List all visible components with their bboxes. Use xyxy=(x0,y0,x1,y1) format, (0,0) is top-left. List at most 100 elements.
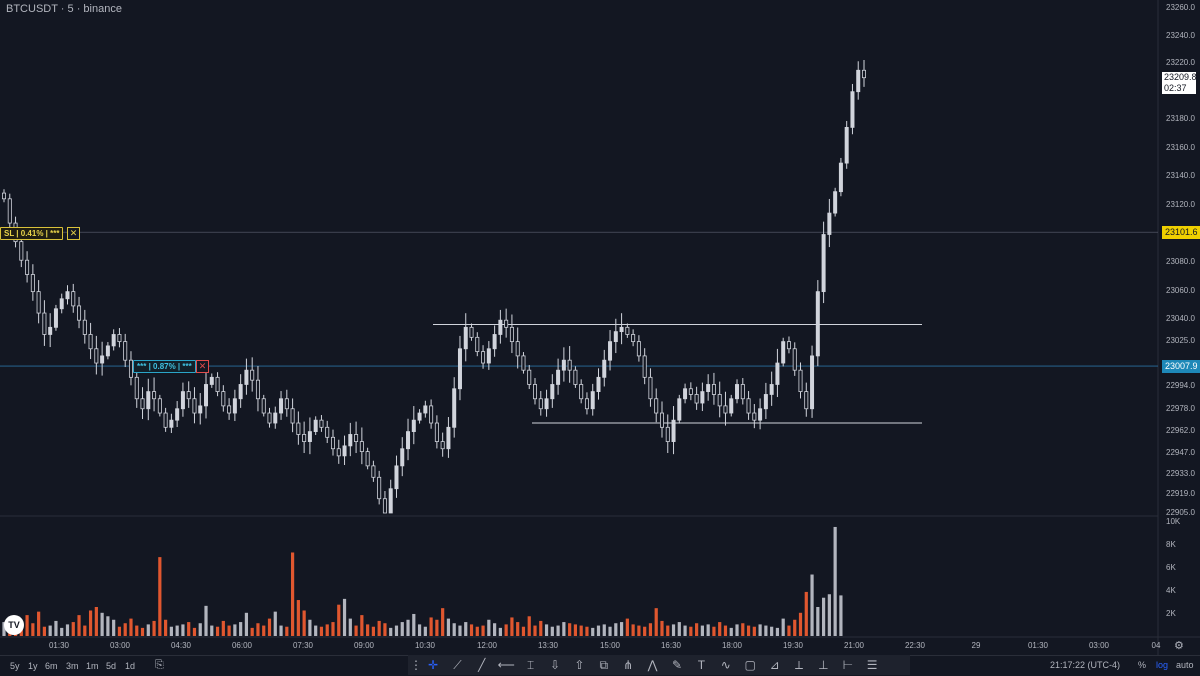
volume-bar xyxy=(42,626,47,636)
volume-bar xyxy=(602,624,606,636)
stop-loss-order-tag[interactable]: SL | 0.41% | *** xyxy=(0,227,64,240)
volume-bar xyxy=(215,626,220,636)
rectangle-icon[interactable]: ▢ xyxy=(744,658,756,672)
measure-icon[interactable]: ⟂ xyxy=(794,658,803,672)
gann-box-icon[interactable]: ☰ xyxy=(866,658,878,672)
volume-bar xyxy=(308,619,312,636)
horizontal-ray-icon[interactable]: ⟵ xyxy=(497,658,515,672)
volume-bar xyxy=(314,625,318,636)
price-range-icon[interactable]: ⌶ xyxy=(526,658,535,672)
time-tick-label: 19:30 xyxy=(782,641,804,650)
candle-body xyxy=(862,69,867,79)
gear-icon[interactable]: ⚙ xyxy=(1174,640,1184,652)
volume-bar xyxy=(48,625,52,636)
candle-body xyxy=(711,384,716,395)
auto-scale-button[interactable]: auto xyxy=(1176,660,1194,670)
candle-body xyxy=(556,369,561,385)
arrow-up-icon[interactable]: ⇧ xyxy=(574,658,585,672)
toolbar-grip-icon[interactable]: ⋮ xyxy=(410,658,422,672)
price-tick-label: 23120.0 xyxy=(1166,200,1195,209)
candle-body xyxy=(527,369,532,385)
volume-bar xyxy=(175,625,179,636)
time-tick-label: 18:00 xyxy=(721,641,743,650)
candle-body xyxy=(342,445,347,457)
volume-bar xyxy=(302,610,306,636)
range-1y-button[interactable]: 1y xyxy=(28,661,38,671)
volume-bar xyxy=(723,625,728,636)
volume-bar xyxy=(839,595,843,636)
candle-body xyxy=(163,412,168,428)
volume-bar xyxy=(221,620,225,636)
candle-body xyxy=(521,355,526,371)
zigzag-icon[interactable]: ⋀ xyxy=(647,658,658,672)
candle-body xyxy=(486,348,491,364)
candle-body xyxy=(261,398,266,414)
price-tick-label: 22994.0 xyxy=(1166,381,1195,390)
price-tick-label: 23240.0 xyxy=(1166,31,1195,40)
candle-body xyxy=(198,405,203,414)
take-profit-close-button[interactable]: ✕ xyxy=(196,360,209,373)
go-to-date-icon[interactable]: ⎘ xyxy=(155,659,164,671)
candle-body xyxy=(238,384,243,400)
range-6m-button[interactable]: 6m xyxy=(45,661,58,671)
volume-bar xyxy=(816,607,820,636)
candle-body xyxy=(296,422,301,435)
arrow-down-icon[interactable]: ⇩ xyxy=(549,658,561,672)
parallel-channel-icon[interactable]: ⧉ xyxy=(599,658,609,672)
range-5d-button[interactable]: 5d xyxy=(106,661,117,671)
price-tick-label: 23140.0 xyxy=(1166,171,1195,180)
fib-icon[interactable]: ⊿ xyxy=(769,658,780,672)
volume-bar xyxy=(244,612,249,636)
candle-body xyxy=(221,391,226,407)
candle-body xyxy=(59,298,64,310)
text-icon[interactable]: T xyxy=(697,658,706,672)
volume-bar xyxy=(331,622,335,636)
take-profit-order-tag[interactable]: *** | 0.87% | *** xyxy=(133,360,196,373)
volume-tick-label: 4K xyxy=(1166,586,1176,595)
crosshair-icon[interactable]: ✛ xyxy=(427,658,439,672)
volume-bar xyxy=(706,624,710,636)
range-1d-button[interactable]: 1d xyxy=(125,661,136,671)
candle-body xyxy=(475,336,480,353)
volume-bar xyxy=(752,626,756,636)
time-tick-label: 10:30 xyxy=(414,641,436,650)
pitchfork-icon[interactable]: ⋔ xyxy=(623,658,634,672)
trend-line-icon[interactable]: ⟋ xyxy=(453,658,462,672)
range-3m-button[interactable]: 3m xyxy=(66,661,79,671)
volume-bar xyxy=(140,627,145,636)
volume-tick-label: 6K xyxy=(1166,563,1176,572)
range-5y-button[interactable]: 5y xyxy=(10,661,20,671)
path-icon[interactable]: ∿ xyxy=(720,658,731,672)
volume-bar xyxy=(573,624,578,636)
log-scale-button[interactable]: log xyxy=(1156,660,1169,670)
long-position-icon[interactable]: ⊥ xyxy=(818,658,829,672)
volume-bar xyxy=(464,622,468,636)
stop-loss-close-button[interactable]: ✕ xyxy=(67,227,80,240)
brush-icon[interactable]: ✎ xyxy=(671,658,683,672)
candle-body xyxy=(740,384,745,400)
volume-bar xyxy=(406,619,410,636)
candle-body xyxy=(533,384,538,400)
volume-bar xyxy=(695,623,699,636)
date-range-icon[interactable]: ⊢ xyxy=(842,658,854,672)
candle-body xyxy=(25,259,30,275)
candle-body xyxy=(492,334,497,350)
chart-canvas[interactable] xyxy=(0,0,1200,655)
tradingview-logo[interactable]: TV xyxy=(4,615,24,635)
candle-body xyxy=(250,369,255,381)
volume-bar xyxy=(106,616,110,636)
volume-bar xyxy=(804,591,808,636)
volume-bar xyxy=(764,625,768,636)
clock-time[interactable]: 21:17:22 (UTC-4) xyxy=(1050,660,1121,670)
ray-icon[interactable]: ╱ xyxy=(478,658,486,672)
candle-body xyxy=(244,369,249,385)
range-1m-button[interactable]: 1m xyxy=(86,661,99,671)
candle-body xyxy=(319,419,324,428)
candle-body xyxy=(42,312,47,335)
volume-bar xyxy=(654,608,658,636)
candle-body xyxy=(371,465,376,478)
volume-bar xyxy=(591,627,595,636)
price-tick-label: 23180.0 xyxy=(1166,114,1195,123)
percent-scale-button[interactable]: % xyxy=(1138,660,1147,670)
symbol-title[interactable]: BTCUSDT · 5 · binance xyxy=(6,3,122,15)
